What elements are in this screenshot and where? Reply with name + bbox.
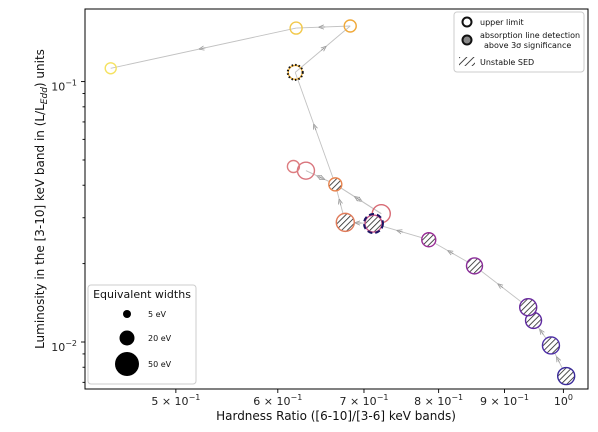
y-tick-label: 10−2	[51, 339, 77, 354]
upper-limit-ring	[286, 63, 304, 81]
unstable-sed-point	[519, 298, 538, 317]
unstable-sed-point	[364, 214, 383, 233]
track-arrow	[357, 198, 361, 200]
unstable-sed-point	[328, 177, 343, 192]
hatch-marker-icon	[459, 57, 475, 66]
x-tick-label: 7 × 10−1	[339, 393, 388, 408]
track-arrow	[315, 126, 316, 131]
track-arrow	[399, 231, 404, 232]
ew-label-50ev: 50 eV	[148, 360, 172, 369]
x-tick-label: 5 × 10−1	[151, 393, 200, 408]
ew-legend-title: Equivalent widths	[93, 288, 191, 301]
y-axis-title-main: Luminosity in the [3-10] keV band in (L/…	[33, 104, 47, 349]
ew-label-20ev: 20 eV	[148, 334, 172, 343]
data-points	[104, 19, 576, 386]
y-axis-title-subscript: Edd	[40, 87, 50, 104]
track-arrow	[318, 177, 323, 179]
y-tick-label: 10−1	[51, 79, 77, 94]
legend-box	[453, 11, 585, 73]
x-axis-ticks: 5 × 10−1 6 × 10−1 7 × 10−1 8 × 10−1 9 × 10−1…	[151, 389, 573, 408]
legend-label-absorption-line-2: above 3σ significance	[484, 41, 571, 50]
ew-marker-5ev	[123, 310, 131, 318]
track-arrow	[500, 285, 503, 287]
track-arrow	[558, 359, 560, 363]
x-tick-label: 100	[554, 393, 573, 408]
unstable-sed-point	[335, 212, 356, 233]
legend-label-upper-limit: upper limit	[480, 18, 524, 27]
upper-limit-marker-icon	[461, 16, 473, 28]
x-tick-label: 9 × 10−1	[480, 393, 529, 408]
track-arrow	[321, 48, 324, 51]
track-arrow	[450, 252, 454, 254]
legend-label-absorption-line-1: absorption line detection	[480, 31, 580, 40]
track-arrow	[340, 201, 341, 206]
data-point	[289, 21, 303, 35]
ew-label-5ev: 5 eV	[148, 310, 167, 319]
legend-top-right: upper limit absorption line detection ab…	[453, 11, 585, 73]
data-point	[104, 62, 117, 75]
x-axis-title: Hardness Ratio ([6-10]/[3-6] keV bands)	[216, 409, 456, 423]
unstable-sed-point	[556, 366, 576, 386]
data-point	[343, 19, 357, 33]
y-axis-ticks: 10−1 10−2	[51, 79, 85, 383]
ew-marker-20ev	[119, 330, 135, 346]
x-tick-label: 6 × 10−1	[253, 393, 302, 408]
y-axis-title: Luminosity in the [3-10] keV band in (L/…	[33, 49, 50, 349]
y-axis-title-end: ) units	[33, 49, 47, 87]
track-arrow	[541, 331, 543, 334]
ew-legend-box	[87, 284, 197, 385]
ew-marker-50ev	[115, 352, 139, 376]
absorption-detection-marker-icon	[461, 34, 473, 46]
unstable-sed-point	[421, 232, 437, 248]
unstable-sed-point	[541, 336, 561, 355]
dashed-detection-ring	[362, 213, 384, 235]
legend-label-unstable-sed: Unstable SED	[480, 58, 534, 67]
track-arrow	[201, 48, 206, 49]
x-tick-label: 8 × 10−1	[414, 393, 463, 408]
data-point	[286, 159, 301, 174]
unstable-sed-point	[465, 257, 484, 275]
legend-equivalent-widths: Equivalent widths 5 eV 20 eV 50 eV	[87, 284, 197, 385]
